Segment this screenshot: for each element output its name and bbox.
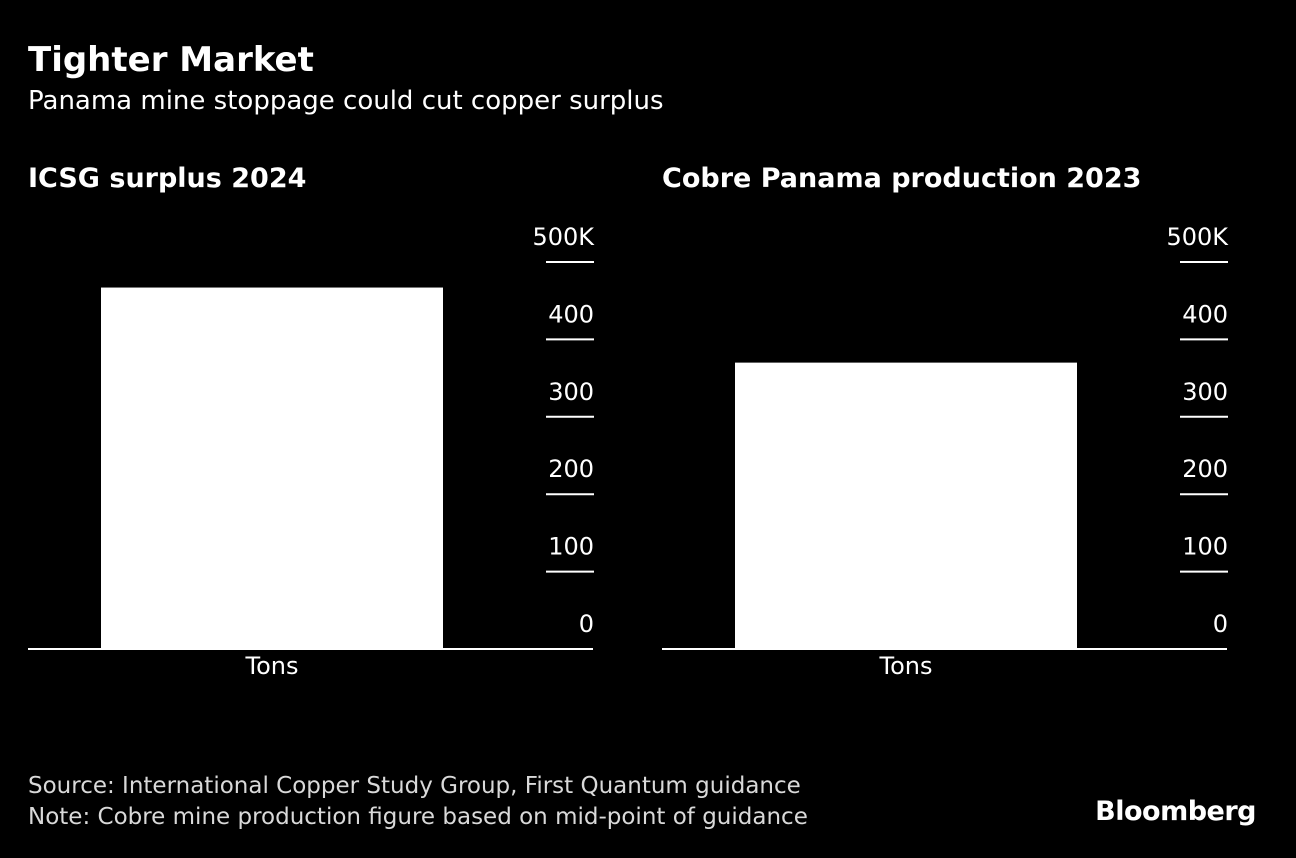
page-subtitle: Panama mine stoppage could cut copper su… (28, 86, 664, 116)
y-tick-label: 0 (579, 610, 594, 638)
page-title: Tighter Market (28, 40, 314, 80)
y-tick-label: 200 (548, 455, 594, 483)
source-note: Source: International Copper Study Group… (28, 773, 801, 799)
chart-title: Cobre Panama production 2023 (662, 163, 1141, 194)
y-tick-label: 300 (548, 378, 594, 406)
bloomberg-logo: Bloomberg (1095, 796, 1256, 827)
y-tick-label: 500K (1166, 223, 1229, 251)
y-tick-label: 100 (1182, 533, 1228, 561)
y-tick-label: 300 (1182, 378, 1228, 406)
y-tick-label: 100 (548, 533, 594, 561)
bar (735, 362, 1077, 649)
y-tick-label: 0 (1213, 610, 1228, 638)
footnote: Note: Cobre mine production figure based… (28, 804, 808, 830)
y-tick-label: 400 (1182, 300, 1228, 328)
x-category-label: Tons (245, 652, 299, 680)
y-tick-label: 200 (1182, 455, 1228, 483)
y-tick-label: 400 (548, 300, 594, 328)
x-category-label: Tons (879, 652, 933, 680)
y-tick-label: 500K (532, 223, 595, 251)
bar (101, 287, 443, 649)
chart-title: ICSG surplus 2024 (28, 163, 306, 194)
